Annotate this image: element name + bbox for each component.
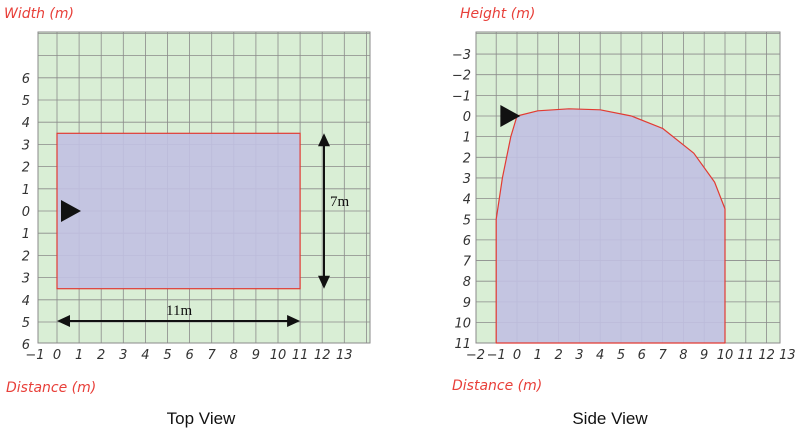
x-tick-label: 0	[513, 348, 521, 363]
x-tick-label: 3	[119, 348, 127, 363]
x-tick-label: 9	[252, 348, 260, 363]
y-tick-label: 3	[463, 172, 471, 187]
y-tick-label: 3	[22, 138, 30, 153]
x-tick-label: 8	[679, 348, 687, 363]
x-tick-label: −2	[466, 348, 485, 363]
x-tick-label: 11	[292, 348, 309, 363]
x-tick-label: 10	[717, 348, 734, 363]
y-tick-label: 6	[22, 72, 30, 87]
y-tick-label: 11	[454, 337, 471, 352]
y-tick-label: 6	[463, 234, 471, 249]
x-tick-label: 1	[75, 348, 83, 363]
x-tick-label: 10	[270, 348, 287, 363]
y-tick-label: 10	[454, 317, 471, 332]
width-dimension-label: 7m	[330, 194, 350, 210]
y-tick-label: 4	[22, 116, 30, 131]
y-tick-label: 5	[22, 316, 30, 331]
y-tick-label: 1	[22, 227, 30, 242]
x-tick-label: −1	[487, 348, 506, 363]
x-tick-label: 1	[534, 348, 542, 363]
x-tick-label: 9	[700, 348, 708, 363]
side-view-x-axis-title: Distance (m)	[452, 378, 542, 394]
top-view-coverage-area	[56, 132, 301, 290]
top-view-panel: 7m 11m −1 0 1 2 3 4 5 6 7 8 9 10 11 12 13 654321012345…	[4, 6, 371, 428]
top-view-caption: Top View	[167, 409, 236, 428]
length-dimension-label: 11m	[166, 303, 192, 319]
y-tick-label: 6	[22, 338, 30, 353]
x-tick-label: 13	[779, 348, 796, 363]
x-tick-label: 4	[141, 348, 149, 363]
x-tick-label: 6	[638, 348, 646, 363]
top-view-y-ticks: 6 5 4 3 2 1 0 1 2 3 4 5 6	[22, 72, 30, 353]
x-tick-label: 6	[185, 348, 193, 363]
x-tick-label: 2	[97, 348, 105, 363]
x-tick-label: 7	[658, 348, 667, 363]
side-view-caption: Side View	[572, 409, 648, 428]
length-dimension-arrow-left	[57, 315, 70, 327]
x-tick-label: 13	[336, 348, 353, 363]
side-view-panel: −2 −1 0 1 2 3 4 5 6 7 8 9 10 11 12 13 −3−2−101234567891…	[452, 6, 796, 428]
x-tick-label: 2	[554, 348, 562, 363]
y-tick-label: −1	[452, 89, 471, 104]
length-dimension: 11m	[57, 303, 301, 327]
y-tick-label: 5	[463, 213, 471, 228]
length-dimension-arrow-right	[287, 315, 301, 327]
y-tick-label: 0	[22, 205, 30, 220]
width-dimension: 7m	[318, 133, 350, 289]
side-view-sensor-icon	[500, 105, 521, 127]
top-view-x-axis-title: Distance (m)	[6, 380, 96, 396]
x-tick-label: 5	[163, 348, 171, 363]
x-tick-label: 0	[53, 348, 61, 363]
x-tick-label: −1	[25, 348, 44, 363]
top-view-frame	[37, 31, 371, 344]
top-view-y-axis-title: Width (m)	[4, 6, 74, 22]
side-view-y-ticks: −3 −2 −1 0 1 2 3 4 5 6 7 8 9 10 11	[452, 48, 472, 352]
y-tick-label: 2	[22, 249, 30, 264]
y-tick-label: 8	[463, 275, 471, 290]
x-tick-label: 5	[617, 348, 625, 363]
y-tick-label: 1	[463, 131, 471, 146]
y-tick-label: 2	[463, 151, 471, 166]
side-view-x-ticks: −2 −1 0 1 2 3 4 5 6 7 8 9 10 11 12 13	[466, 348, 796, 363]
y-tick-label: 0	[463, 110, 471, 125]
side-view-coverage-area	[495, 108, 726, 344]
y-tick-label: 5	[22, 94, 30, 109]
y-tick-label: 9	[463, 296, 471, 311]
y-tick-label: −3	[452, 48, 471, 63]
y-tick-label: 3	[22, 272, 30, 287]
side-view-y-axis-title: Height (m)	[460, 6, 535, 22]
x-tick-label: 12	[314, 348, 331, 363]
top-view-sensor-icon	[61, 200, 81, 222]
y-tick-label: 4	[463, 193, 471, 208]
y-tick-label: 2	[22, 161, 30, 176]
y-tick-label: 1	[22, 183, 30, 198]
width-dimension-arrow-bottom	[318, 275, 330, 289]
x-tick-label: 3	[575, 348, 583, 363]
y-tick-label: 4	[22, 294, 30, 309]
top-view-x-ticks: −1 0 1 2 3 4 5 6 7 8 9 10 11 12 13	[25, 348, 352, 363]
width-dimension-arrow-top	[318, 133, 330, 147]
y-tick-label: 7	[463, 255, 472, 270]
x-tick-label: 4	[596, 348, 604, 363]
x-tick-label: 8	[230, 348, 238, 363]
x-tick-label: 12	[758, 348, 775, 363]
y-tick-label: −2	[452, 69, 471, 84]
x-tick-label: 11	[738, 348, 755, 363]
x-tick-label: 7	[208, 348, 217, 363]
